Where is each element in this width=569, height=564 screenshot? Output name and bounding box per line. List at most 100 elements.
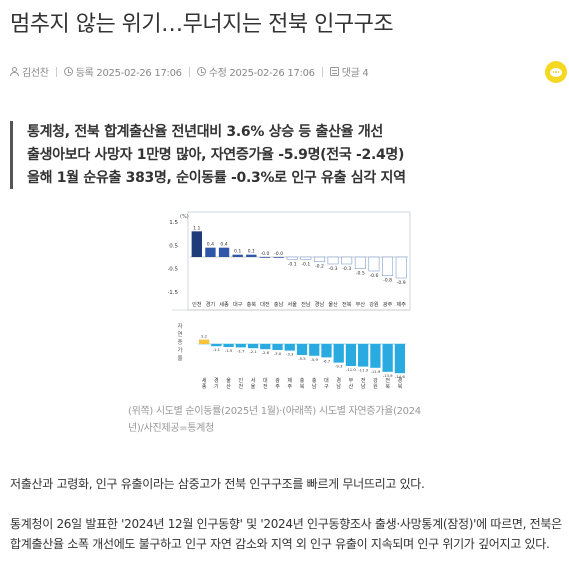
- top-chart-bar: [232, 254, 243, 257]
- bottom-chart-data-label: -11.3: [358, 368, 368, 373]
- top-chart-data-label: -0.0: [274, 251, 283, 257]
- top-chart-category-label: 경남: [315, 300, 325, 308]
- bottom-chart-category-char: 전: [263, 383, 268, 390]
- bottom-chart-data-label: -11.9: [370, 369, 380, 374]
- clock-icon: [196, 67, 206, 76]
- bottom-chart-bar: [247, 344, 259, 349]
- bottom-chart-category-char: 전: [361, 377, 366, 384]
- top-chart-category-label: 세종: [219, 300, 229, 308]
- bottom-chart-category-char: 울: [251, 384, 256, 390]
- bottom-chart-bar: [345, 344, 357, 366]
- kakao-share-button[interactable]: [545, 61, 567, 83]
- bottom-chart-category-char: 산: [349, 383, 354, 390]
- bottom-chart-category-char: 남: [361, 383, 366, 390]
- bottom-chart-bar: [358, 344, 369, 367]
- top-chart-data-label: -0.9: [397, 280, 406, 286]
- bottom-chart-data-label: -3.0: [274, 351, 282, 356]
- bottom-chart-category-char: 북: [398, 384, 403, 390]
- top-chart-bar: [191, 231, 202, 257]
- author-name: 김선찬: [22, 68, 49, 79]
- summary-line: 통계청, 전북 합계출산율 전년대비 3.6% 상승 등 출산율 개선: [27, 124, 383, 140]
- bottom-chart-data-label: -13.9: [383, 373, 393, 378]
- bottom-chart-data-label: -3.3: [286, 352, 294, 357]
- bottom-chart-ylabel-char: 율: [177, 355, 182, 362]
- top-chart-data-label: -0.1: [301, 261, 310, 267]
- bottom-chart-bar: [235, 344, 246, 348]
- top-chart-bar: [327, 256, 339, 265]
- bottom-chart-category-char: 경: [214, 377, 219, 384]
- bottom-chart-bar: [309, 344, 320, 356]
- bottom-chart-data-label: -6.7: [323, 358, 331, 363]
- top-chart-ytick: -0.5: [168, 267, 178, 273]
- top-chart-data-label: 0.4: [220, 242, 227, 248]
- top-chart-category-label: 경기: [206, 300, 216, 308]
- top-chart: (%)1.5 0.5 -0.5 -1.5 1.1 인천 0.4 경기 0.4 세종 0.1 대구 0.1…: [167, 214, 408, 308]
- bottom-chart-category-char: 경: [336, 377, 341, 384]
- bottom-chart-data-label: -1.7: [237, 348, 245, 353]
- divider: [188, 66, 190, 77]
- bottom-chart-category-char: 제: [287, 377, 292, 384]
- top-chart-category-label: 전북: [342, 301, 352, 308]
- charts-svg: (%)1.5 0.5 -0.5 -1.5 1.1 인천 0.4 경기 0.4 세종 0.1 대구 0.1…: [167, 208, 412, 404]
- top-chart-data-label: -0.1: [288, 261, 297, 267]
- top-chart-category-label: 충남: [274, 300, 284, 308]
- chat-icon: [550, 67, 562, 77]
- article-figure[interactable]: (%) 1.5 0.5 -0.5 -1.5 1.1 인천 0.4 경기 0.4 세종 0.1 대구 0.1…: [167, 208, 412, 404]
- bottom-chart-category-char: 충: [312, 377, 317, 384]
- bottom-chart-bar: [382, 344, 393, 372]
- bottom-chart-category-char: 산: [226, 383, 231, 390]
- author[interactable]: 김선찬: [10, 64, 49, 79]
- top-chart-category-label: 제주: [396, 300, 406, 308]
- figure-caption: (위쪽) 시도별 순이동률(2025년 1월)·(아래쪽) 시도별 자연증가율(…: [128, 406, 421, 434]
- top-chart-bar: [395, 256, 407, 279]
- top-chart-bar: [205, 247, 216, 257]
- bottom-chart-bar: [260, 344, 271, 350]
- top-chart-data-label: 1.1: [193, 225, 200, 231]
- bottom-chart-category-char: 기: [214, 383, 219, 390]
- bottom-chart-bar: [370, 344, 381, 368]
- top-chart-data-label: 0.4: [207, 242, 214, 248]
- top-chart-category-label: 광주: [383, 301, 393, 308]
- divider: [321, 66, 323, 77]
- bottom-chart-ylabel-char: 증: [177, 339, 182, 346]
- top-chart-bar: [259, 257, 271, 258]
- bottom-chart-category-char: 구: [324, 384, 329, 390]
- summary-line: 올해 1월 순유출 383명, 순이동률 -0.3%로 인구 유출 심각 지역: [27, 170, 406, 186]
- top-chart-bar: [273, 257, 284, 258]
- bottom-chart-category-char: 전: [385, 377, 390, 384]
- comments-link[interactable]: 댓글 4: [329, 64, 369, 79]
- top-chart-bar: [382, 256, 394, 276]
- top-chart-bar: [300, 256, 312, 260]
- bottom-chart-category-char: 북: [385, 384, 390, 390]
- bottom-chart-data-label: -9.3: [335, 364, 343, 369]
- bottom-chart-category-char: 경: [398, 377, 403, 384]
- bottom-chart-ylabel-char: 자: [177, 322, 182, 330]
- top-chart-data-label: -0.3: [329, 266, 338, 272]
- top-chart-ytick: -1.5: [168, 290, 178, 296]
- bottom-chart-category-char: 주: [287, 384, 292, 390]
- top-chart-bar: [341, 256, 353, 265]
- top-chart-category-label: 대구: [233, 300, 243, 308]
- bottom-chart-data-label: -2.6: [262, 350, 270, 355]
- top-chart-bar: [313, 256, 325, 262]
- divider: [55, 66, 57, 77]
- top-chart-category-label: 강원: [369, 300, 379, 308]
- bottom-chart-category-char: 대: [263, 377, 268, 384]
- modified-text: 수정 2025-02-26 17:06: [208, 68, 315, 79]
- comment-icon: [329, 67, 339, 76]
- bottom-chart-data-label: 2.2: [201, 334, 208, 339]
- bottom-chart-bar: [211, 344, 222, 347]
- top-chart-data-label: -0.5: [356, 271, 365, 277]
- bottom-chart-bar: [333, 344, 344, 363]
- bottom-chart-data-label: -1.5: [225, 348, 233, 353]
- bottom-chart-category-char: 광: [275, 377, 280, 384]
- bottom-chart-data-label: -5.5: [298, 356, 306, 361]
- top-chart-category-label: 서울: [287, 300, 297, 308]
- published-text: 등록 2025-02-26 17:06: [75, 68, 182, 79]
- bottom-chart-data-label: -11.0: [346, 367, 356, 372]
- bottom-chart-category-char: 남: [336, 383, 341, 390]
- top-chart-ytick: 1.5: [169, 220, 178, 226]
- bottom-chart-bar: [272, 344, 283, 350]
- published-date: 등록 2025-02-26 17:06: [63, 64, 182, 79]
- bottom-chart-category-char: 충: [300, 377, 305, 384]
